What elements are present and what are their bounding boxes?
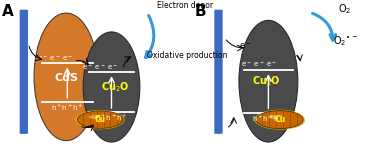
Text: Electron donor: Electron donor bbox=[157, 1, 213, 10]
Text: e$^-$ e$^-$ e$^-$: e$^-$ e$^-$ e$^-$ bbox=[82, 63, 118, 72]
Ellipse shape bbox=[239, 20, 298, 142]
Text: CdS: CdS bbox=[54, 73, 78, 83]
Text: h$^+$h$^+$h$^+$: h$^+$h$^+$h$^+$ bbox=[252, 114, 285, 124]
Text: e$^-$: e$^-$ bbox=[208, 30, 217, 42]
Text: h$^+$h$^+$h$^+$: h$^+$h$^+$h$^+$ bbox=[51, 103, 84, 113]
Text: A: A bbox=[2, 4, 14, 19]
Circle shape bbox=[256, 111, 303, 129]
Text: h$^+$h$^+$h$^+$: h$^+$h$^+$h$^+$ bbox=[95, 113, 128, 123]
FancyBboxPatch shape bbox=[20, 10, 28, 134]
Text: Cu$_2$O: Cu$_2$O bbox=[101, 80, 130, 94]
Text: e$^-$ e$^-$ e$^-$: e$^-$ e$^-$ e$^-$ bbox=[37, 54, 73, 63]
FancyBboxPatch shape bbox=[214, 10, 223, 134]
Circle shape bbox=[89, 115, 99, 119]
Text: B: B bbox=[195, 4, 206, 19]
Circle shape bbox=[258, 111, 305, 129]
Text: e$^-$: e$^-$ bbox=[239, 42, 251, 51]
Text: Cu: Cu bbox=[274, 115, 285, 124]
Text: Cu$_2$O: Cu$_2$O bbox=[252, 74, 281, 88]
Ellipse shape bbox=[34, 13, 98, 141]
Text: Oxidative production: Oxidative production bbox=[147, 51, 228, 60]
Ellipse shape bbox=[83, 32, 140, 142]
Circle shape bbox=[77, 111, 123, 128]
Circle shape bbox=[79, 112, 125, 129]
Text: e$^-$ e$^-$ e$^-$: e$^-$ e$^-$ e$^-$ bbox=[241, 60, 277, 69]
Text: e$^-$: e$^-$ bbox=[13, 67, 23, 78]
Text: Cu: Cu bbox=[94, 115, 106, 124]
Text: O$_2$: O$_2$ bbox=[338, 2, 352, 16]
Circle shape bbox=[268, 115, 278, 119]
Text: O$_2$$^{\bullet -}$: O$_2$$^{\bullet -}$ bbox=[333, 34, 358, 48]
